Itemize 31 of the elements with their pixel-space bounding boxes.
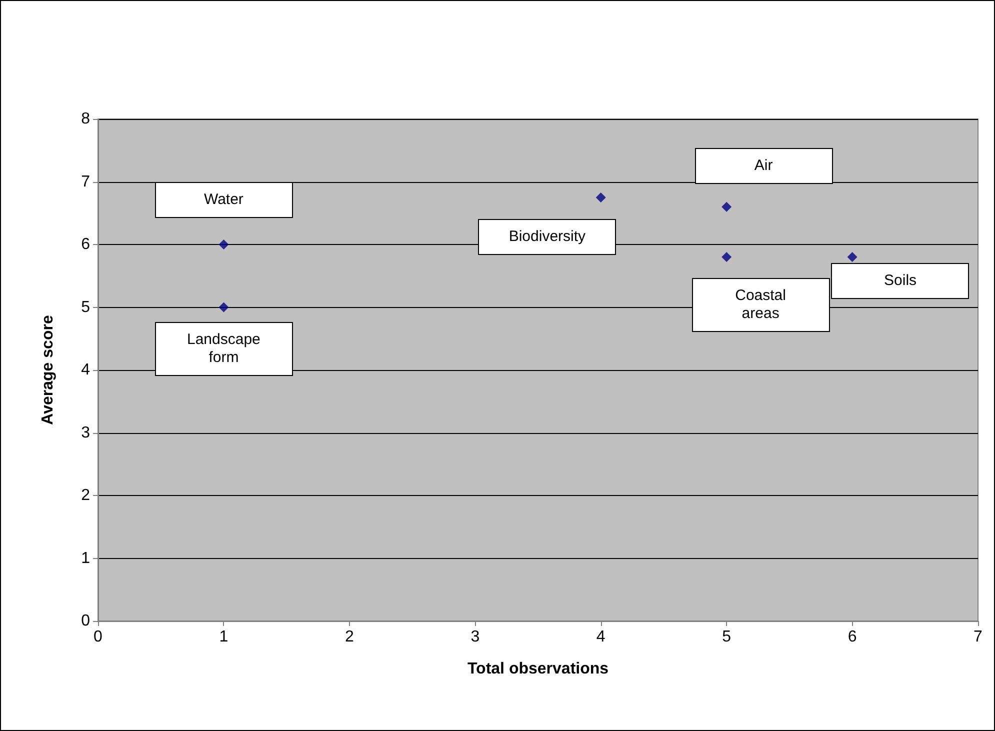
x-tick-label: 6 <box>848 628 857 646</box>
y-tick-label: 2 <box>81 487 90 504</box>
x-tick-label: 2 <box>344 628 354 646</box>
point <box>722 252 732 262</box>
y-tick-label: 7 <box>81 173 90 190</box>
y-axis-title: Average score <box>40 315 56 425</box>
y-tick-label: 5 <box>81 298 90 316</box>
callout-box: Landscape form <box>154 322 293 376</box>
x-tick-label: 7 <box>974 628 983 646</box>
callout-box: Water <box>154 182 293 218</box>
callout-box: Coastal areas <box>692 278 830 332</box>
y-tick-label: 0 <box>81 612 90 630</box>
x-tick-label: 4 <box>596 628 606 646</box>
y-tick-label: 3 <box>81 424 90 442</box>
x-tick-label: 3 <box>470 628 480 646</box>
callout-box: Soils <box>831 263 970 300</box>
callout-box: Air <box>694 148 833 184</box>
x-tick-label: 5 <box>722 628 732 646</box>
x-tick-label: 1 <box>219 628 228 646</box>
x-tick-label: 0 <box>94 628 103 646</box>
point <box>596 192 606 202</box>
y-tick-label: 8 <box>81 110 90 128</box>
callout-box: Biodiversity <box>478 219 616 256</box>
y-tick-label: 6 <box>81 236 90 253</box>
point <box>847 252 858 262</box>
x-axis-title: Total observations <box>467 660 609 678</box>
y-tick-label: 1 <box>81 550 90 567</box>
y-tick-label: 4 <box>81 362 90 378</box>
point <box>722 202 732 212</box>
point <box>218 302 229 312</box>
point <box>218 240 229 250</box>
